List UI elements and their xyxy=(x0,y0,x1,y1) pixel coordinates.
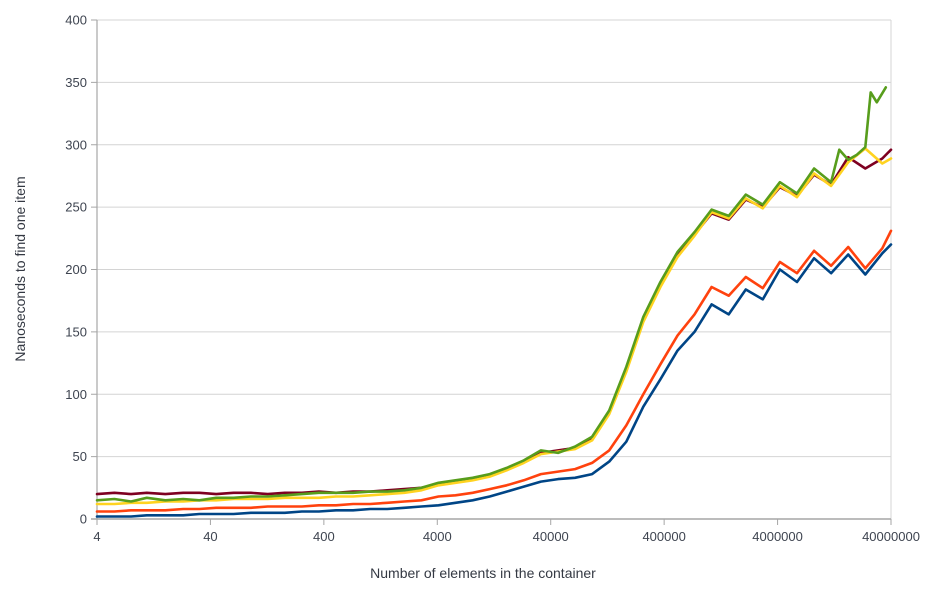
line-orange xyxy=(95,229,893,513)
series-layer xyxy=(95,86,893,518)
x-tick-label: 400000 xyxy=(642,529,685,544)
y-tick-label: 100 xyxy=(65,387,87,402)
y-tick-label: 250 xyxy=(65,200,87,215)
y-tick-label: 0 xyxy=(80,512,87,527)
grid-layer xyxy=(97,19,892,519)
axis-layer xyxy=(91,19,892,525)
line-green xyxy=(95,86,888,503)
y-tick-label: 150 xyxy=(65,324,87,339)
x-tick-label: 40000 xyxy=(533,529,569,544)
x-tick-label: 4 xyxy=(93,529,100,544)
x-tick-label: 400 xyxy=(313,529,335,544)
x-tick-label: 40 xyxy=(203,529,217,544)
y-tick-label: 200 xyxy=(65,262,87,277)
y-tick-label: 350 xyxy=(65,75,87,90)
y-axis-title: Nanoseconds to find one item xyxy=(12,176,28,361)
tick-label-layer: 0 50 100 150 200 250 300 350 400 4 40 400 4000 40000 4… xyxy=(65,13,920,545)
line-yellow xyxy=(95,147,893,506)
x-axis-title: Number of elements in the container xyxy=(370,565,596,581)
x-tick-label: 40000000 xyxy=(862,529,920,544)
y-tick-label: 300 xyxy=(65,137,87,152)
y-tick-label: 400 xyxy=(65,13,87,28)
y-tick-label: 50 xyxy=(73,449,87,464)
x-tick-label: 4000000 xyxy=(752,529,803,544)
line-dark-red xyxy=(95,148,893,496)
x-tick-label: 4000 xyxy=(423,529,452,544)
line-blue xyxy=(95,243,893,518)
